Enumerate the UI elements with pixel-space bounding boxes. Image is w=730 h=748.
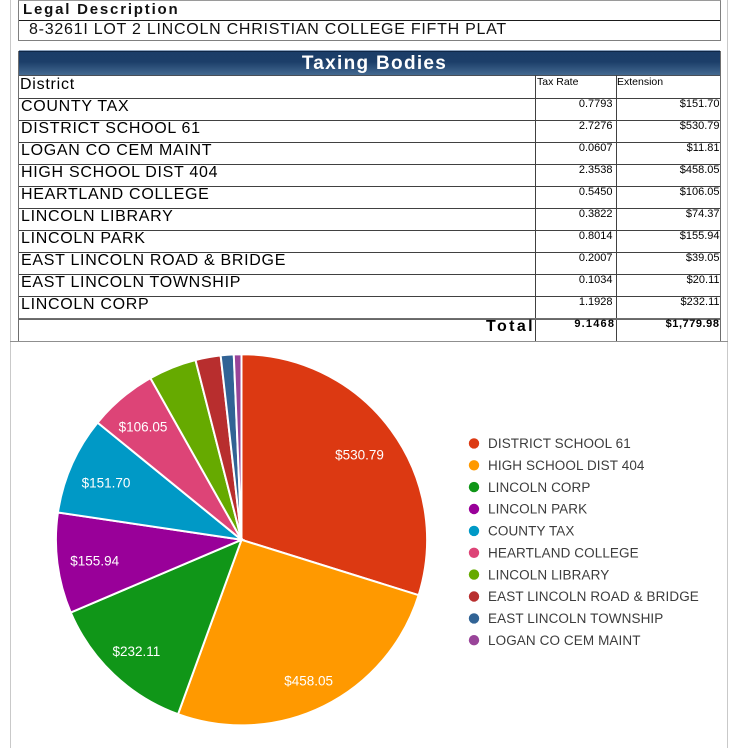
svg-text:HIGH SCHOOL DIST 404: HIGH SCHOOL DIST 404 [488, 458, 645, 473]
svg-text:COUNTY TAX: COUNTY TAX [488, 524, 575, 539]
svg-text:$458.05: $458.05 [284, 673, 333, 688]
svg-text:LINCOLN PARK: LINCOLN PARK [488, 502, 587, 517]
svg-text:HEARTLAND COLLEGE: HEARTLAND COLLEGE [488, 546, 639, 561]
svg-text:$151.70: $151.70 [82, 476, 131, 491]
svg-text:$530.79: $530.79 [335, 448, 384, 463]
svg-text:$155.94: $155.94 [70, 554, 119, 569]
svg-text:$232.11: $232.11 [112, 644, 160, 659]
svg-text:DISTRICT SCHOOL 61: DISTRICT SCHOOL 61 [488, 436, 631, 451]
svg-text:EAST LINCOLN ROAD & BRIDGE: EAST LINCOLN ROAD & BRIDGE [488, 589, 699, 604]
svg-text:LINCOLN LIBRARY: LINCOLN LIBRARY [488, 567, 609, 582]
svg-text:$106.05: $106.05 [119, 420, 168, 435]
svg-text:EAST LINCOLN TOWNSHIP: EAST LINCOLN TOWNSHIP [488, 611, 663, 626]
svg-text:LINCOLN CORP: LINCOLN CORP [488, 480, 590, 495]
svg-text:LOGAN CO CEM MAINT: LOGAN CO CEM MAINT [488, 633, 641, 648]
